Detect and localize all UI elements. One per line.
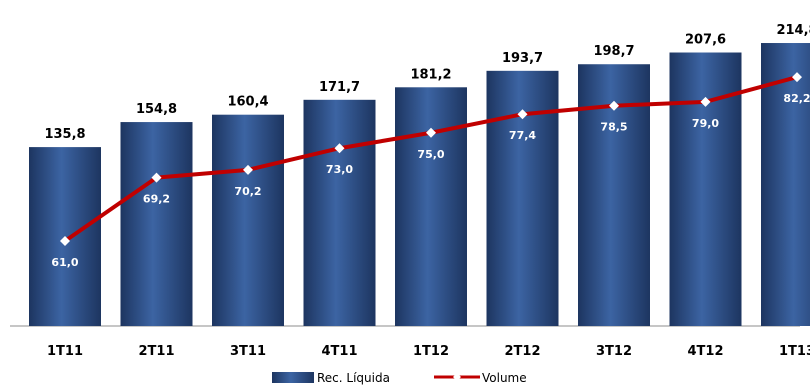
volume-label-3T11: 70,2 (234, 185, 261, 198)
bar-1T13 (761, 43, 810, 326)
bar-label-3T11: 160,4 (227, 95, 268, 110)
category-label-2T12: 2T12 (504, 344, 540, 359)
category-label-4T12: 4T12 (687, 344, 723, 359)
category-label-2T11: 2T11 (138, 344, 174, 359)
category-label-3T12: 3T12 (596, 344, 632, 359)
legend-label-bar: Rec. Líquida (317, 371, 390, 385)
legend-swatch-bar (272, 372, 314, 383)
volume-label-4T12: 79,0 (692, 117, 719, 130)
bar-label-2T11: 154,8 (136, 102, 177, 117)
bar-label-1T12: 181,2 (410, 67, 451, 82)
bar-2T12 (486, 70, 559, 326)
volume-marker-3T12 (609, 100, 619, 111)
bar-1T12 (395, 87, 467, 326)
bar-4T11 (303, 99, 376, 326)
line-series (60, 72, 802, 246)
category-label-3T11: 3T11 (230, 344, 266, 359)
volume-label-3T12: 78,5 (600, 121, 627, 134)
bar-label-3T12: 198,7 (593, 44, 634, 59)
bar-label-1T13: 214,8 (776, 23, 810, 38)
volume-marker-1T11 (60, 235, 70, 246)
volume-label-2T11: 69,2 (143, 193, 170, 206)
volume-marker-1T13 (792, 72, 802, 83)
volume-label-4T11: 73,0 (326, 163, 353, 176)
category-label-1T11: 1T11 (47, 344, 83, 359)
volume-label-1T13: 82,2 (783, 92, 810, 105)
category-label-1T12: 1T12 (413, 344, 449, 359)
bar-label-2T12: 193,7 (502, 51, 543, 66)
line-value-labels: 61,0 69,2 70,2 73,0 75,0 77,4 78,5 79,0 82,2 (51, 92, 810, 269)
volume-marker-2T11 (151, 172, 162, 183)
bar-label-1T11: 135,8 (44, 127, 85, 142)
legend-swatch-marker (453, 373, 461, 381)
category-label-4T11: 4T11 (321, 344, 357, 359)
category-label-1T13: 1T13 (779, 344, 810, 359)
bar-value-labels: 135,8 154,8 160,4 171,7 181,2 193,7 198,7 207,6… (44, 23, 810, 142)
volume-marker-4T11 (334, 143, 345, 154)
volume-marker-4T12 (700, 96, 711, 107)
volume-label-1T12: 75,0 (417, 148, 444, 161)
bar-label-4T11: 171,7 (319, 80, 360, 95)
bar-label-4T12: 207,6 (685, 33, 726, 48)
volume-marker-2T12 (517, 109, 528, 120)
category-axis-labels: 1T11 2T11 3T11 4T11 1T12 2T12 3T12 4T12 1T13 (47, 344, 810, 359)
volume-marker-1T12 (426, 127, 436, 138)
volume-label-2T12: 77,4 (509, 129, 536, 142)
volume-marker-3T11 (243, 164, 253, 175)
legend: Rec. Líquida Volume (272, 371, 527, 385)
bar-2T11 (120, 122, 193, 326)
bar-3T11 (212, 114, 284, 327)
volume-label-1T11: 61,0 (51, 256, 78, 269)
bar-series (29, 43, 810, 327)
legend-label-line: Volume (482, 371, 527, 385)
